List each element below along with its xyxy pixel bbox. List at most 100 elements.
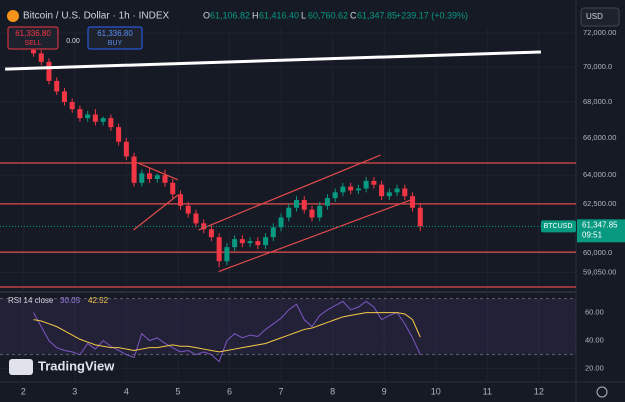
ohlc-key: H xyxy=(252,10,259,20)
rsi-value: 30.05 xyxy=(60,296,81,305)
y-tick-label: 59,050.00 xyxy=(583,267,616,276)
candle-body xyxy=(348,186,354,191)
settings-icon[interactable] xyxy=(596,386,608,398)
candle-body xyxy=(162,175,168,183)
candle-body xyxy=(116,127,122,142)
candle-body xyxy=(54,80,60,92)
buy-label: BUY xyxy=(108,40,123,47)
price-tag-time: 09:51 xyxy=(582,230,603,239)
x-tick-label: 8 xyxy=(330,386,335,396)
candle-body xyxy=(239,239,245,244)
candle-body xyxy=(31,49,37,54)
candle-body xyxy=(371,180,377,185)
candle-body xyxy=(410,196,416,208)
candle-body xyxy=(216,237,222,262)
ohlc-key: O xyxy=(203,10,210,20)
candle-body xyxy=(386,192,392,197)
x-tick-label: 12 xyxy=(534,386,544,396)
change: +239.17 (+0.39%) xyxy=(396,10,468,20)
ohlc-value: 61,347.85 xyxy=(357,10,397,20)
currency: USD xyxy=(586,12,603,21)
candle-body xyxy=(309,209,315,218)
sell-button[interactable] xyxy=(7,26,59,50)
candle-body xyxy=(131,156,137,183)
rsi-tick-label: 20.00 xyxy=(585,364,604,373)
candle-body xyxy=(154,175,160,180)
x-tick-label: 3 xyxy=(72,386,77,396)
ohlc-value: 60,760.62 xyxy=(308,10,348,20)
price-tag-text: 61,347.85 xyxy=(582,220,618,229)
rsi-band xyxy=(0,298,576,355)
trend-line xyxy=(137,162,179,181)
symbol-tag-text: BTCUSD xyxy=(544,223,573,230)
trend-line xyxy=(218,199,411,273)
currency-button[interactable] xyxy=(580,7,620,27)
rsi-label: RSI 14 close xyxy=(8,296,54,305)
ohlc-key: L xyxy=(301,10,306,20)
candle-body xyxy=(379,184,385,197)
sell-label: SELL xyxy=(24,40,41,47)
x-tick-label: 10 xyxy=(431,386,441,396)
candle-body xyxy=(46,61,52,81)
ohlc-key: C xyxy=(350,10,357,20)
candle-body xyxy=(170,182,176,195)
candle-body xyxy=(108,118,114,128)
x-tick-label: 5 xyxy=(175,386,180,396)
candle-body xyxy=(270,227,276,238)
buy-price: 61,336.80 xyxy=(97,29,133,38)
btc-icon xyxy=(7,10,19,22)
candle-body xyxy=(340,186,346,193)
x-tick-label: 6 xyxy=(227,386,232,396)
candle-body xyxy=(139,173,145,183)
ohlc-value: 61,416.40 xyxy=(259,10,299,20)
trend-line xyxy=(133,194,179,231)
rsi-tick-label: 60.00 xyxy=(585,308,604,317)
logo: TradingView xyxy=(38,358,115,373)
candle-body xyxy=(263,237,269,246)
candle-body xyxy=(193,213,199,224)
y-tick-label: 62,500.00 xyxy=(583,199,616,208)
candle-body xyxy=(247,241,253,244)
ohlc: O 61,106.82 H 61,416.40 L 60,760.62 C 61,347.85 xyxy=(203,10,397,20)
candle-body xyxy=(363,180,369,189)
rsi-line xyxy=(33,300,421,363)
y-tick-label: 68,000.0 xyxy=(583,97,612,106)
rsi-line xyxy=(33,312,421,353)
candle-body xyxy=(61,91,67,103)
x-tick-label: 11 xyxy=(483,386,492,396)
price-tag xyxy=(577,219,625,243)
rsi-tick-label: 40.00 xyxy=(585,336,604,345)
plot: 2 3 4 5 6 7 8 9 10 11 12 72,000.00 70,000.0 68,000.0 6… xyxy=(0,28,625,396)
candle-body xyxy=(324,198,330,206)
logo-icon xyxy=(9,359,33,375)
candle-body xyxy=(255,241,261,246)
candle-body xyxy=(317,205,323,218)
candle-body xyxy=(355,188,361,191)
candle-body xyxy=(402,188,408,197)
symbol-tag xyxy=(541,220,576,233)
y-tick-label: 60,000.0 xyxy=(583,248,612,257)
candle-body xyxy=(69,102,75,110)
candle-body xyxy=(232,239,238,248)
candle-body xyxy=(293,200,300,208)
candle-body xyxy=(123,141,129,157)
candle-body xyxy=(177,194,183,206)
x-tick-label: 4 xyxy=(124,386,129,396)
y-tick-label: 64,000.00 xyxy=(583,170,616,179)
symbol-title: Bitcoin / U.S. Dollar · 1h · INDEX xyxy=(23,11,169,22)
candle-body xyxy=(92,114,98,122)
candle-body xyxy=(301,200,307,210)
trend-line xyxy=(5,50,541,71)
buy-button[interactable] xyxy=(87,26,143,50)
candle-body xyxy=(85,114,91,119)
trend-line xyxy=(198,154,381,231)
candle-body xyxy=(147,173,153,180)
candle-body xyxy=(332,192,338,199)
y-tick-label: 66,000.00 xyxy=(583,133,616,142)
spread: 0.00 xyxy=(66,38,80,45)
x-tick-label: 7 xyxy=(279,386,284,396)
candle-body xyxy=(77,109,83,119)
x-tick-label: 9 xyxy=(382,386,387,396)
candle-body xyxy=(224,247,230,262)
